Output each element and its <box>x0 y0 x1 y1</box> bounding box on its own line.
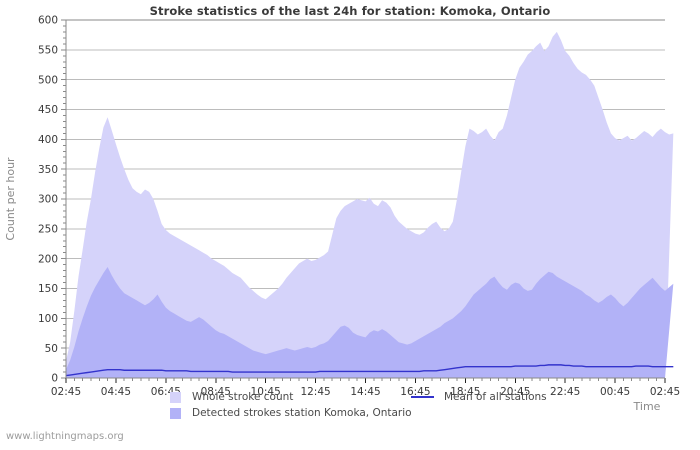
legend-swatch <box>170 392 181 403</box>
line-series-layer <box>65 364 674 377</box>
y-tick-label: 100 <box>38 313 58 325</box>
x-tick-label: 18:45 <box>450 386 480 398</box>
y-axis-label: Count per hour <box>4 157 17 241</box>
y-tick-label: 150 <box>38 283 58 295</box>
mean-line-series <box>65 364 674 377</box>
axis-layer <box>61 19 666 383</box>
y-tick-label: 350 <box>38 164 58 176</box>
x-tick-label: 22:45 <box>550 386 580 398</box>
y-tick-label: 0 <box>51 373 58 385</box>
y-tick-label: 300 <box>38 194 58 206</box>
legend-swatch <box>170 408 181 419</box>
area-series <box>66 267 674 378</box>
x-tick-label: 04:45 <box>101 386 131 398</box>
y-tick-label: 550 <box>38 44 58 56</box>
y-tick-label: 400 <box>38 134 58 146</box>
chart-legend: Whole stroke count Detected strokes stati… <box>170 391 547 419</box>
y-tick-label: 450 <box>38 104 58 116</box>
watermark-url: www.lightningmaps.org <box>6 431 124 442</box>
x-tick-label: 12:45 <box>300 386 330 398</box>
x-tick-label: 02:45 <box>51 386 81 398</box>
legend-label: Mean of all stations <box>444 391 547 403</box>
x-tick-label: 00:45 <box>600 386 630 398</box>
y-tick-label: 500 <box>38 74 58 86</box>
x-tick-label: 08:45 <box>201 386 231 398</box>
x-tick-label: 20:45 <box>500 386 530 398</box>
x-tick-label: 16:45 <box>400 386 430 398</box>
x-tick-label: 14:45 <box>350 386 380 398</box>
legend-label: Whole stroke count <box>192 391 293 403</box>
x-axis-label: Time <box>633 400 661 413</box>
x-tick-label: 02:45 <box>650 386 680 398</box>
y-tick-label: 250 <box>38 223 58 235</box>
y-tick-label: 600 <box>38 15 58 27</box>
area-series-layer <box>66 31 674 379</box>
y-tick-label: 50 <box>45 343 58 355</box>
legend-label: Detected strokes station Komoka, Ontario <box>192 407 412 419</box>
y-tick-label: 200 <box>38 253 58 265</box>
x-tick-label: 10:45 <box>251 386 281 398</box>
chart-title: Stroke statistics of the last 24h for st… <box>149 4 551 18</box>
tick-labels: 0 50 100 150 200 250 300 350 400 450 500 550 600 02:4… <box>4 15 680 413</box>
